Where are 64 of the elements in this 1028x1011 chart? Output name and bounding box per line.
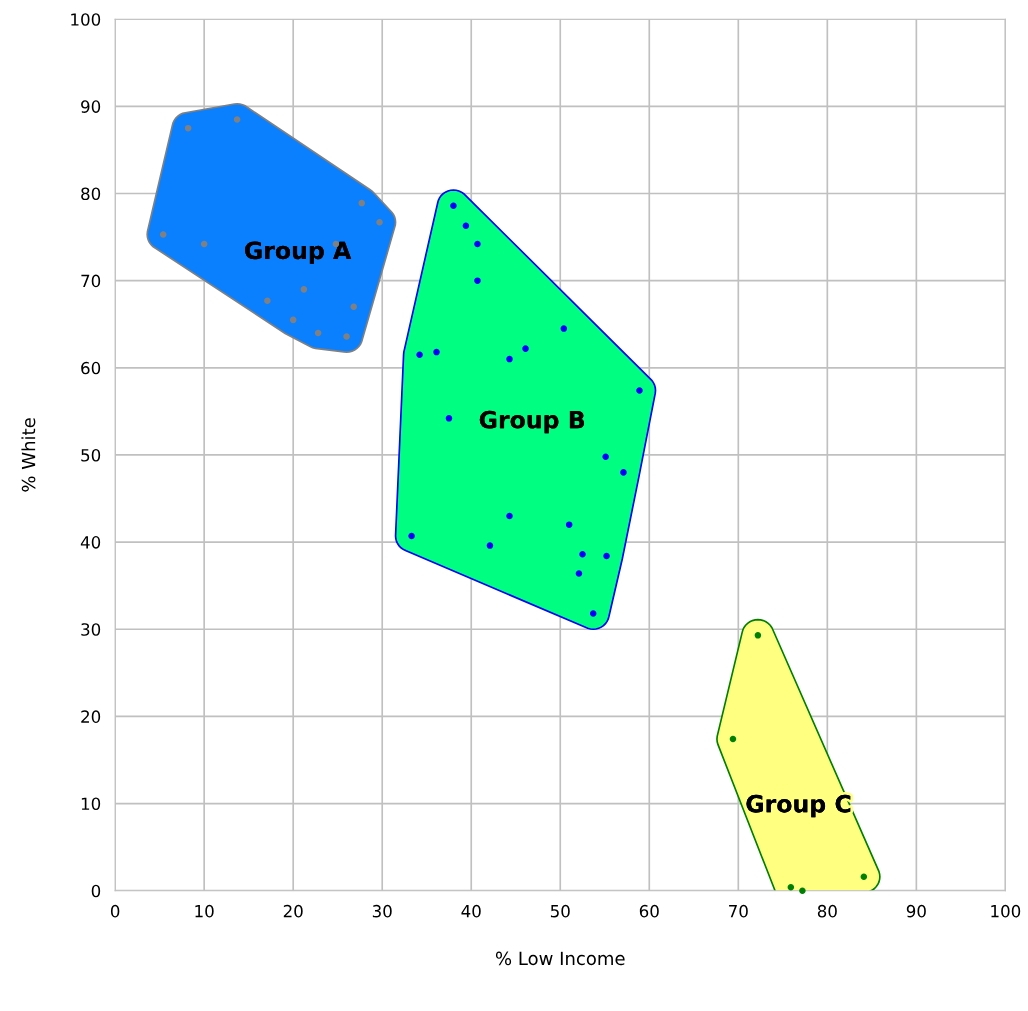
x-tick-label: 10 <box>195 904 214 918</box>
point <box>184 124 192 132</box>
y-tick-label: 20 <box>81 710 101 723</box>
y-tick-label: 10 <box>81 797 101 811</box>
x-tick-label: 50 <box>550 904 570 918</box>
y-tick-label: 60 <box>81 361 101 375</box>
x-tick-label: 40 <box>461 904 481 918</box>
y-tick-label: 100 <box>71 13 101 26</box>
x-tick-label: 0 <box>110 904 120 918</box>
y-tick-label: 30 <box>81 623 101 636</box>
point <box>787 883 795 891</box>
point <box>408 532 415 540</box>
point <box>575 570 583 577</box>
y-tick-label: 0 <box>91 884 101 898</box>
point <box>159 231 167 238</box>
x-tick-label: 20 <box>283 904 303 918</box>
series-label: Group A <box>245 241 352 264</box>
point <box>486 542 494 549</box>
point <box>450 202 457 209</box>
point <box>462 222 470 230</box>
point <box>565 521 573 528</box>
point <box>860 873 868 880</box>
point <box>314 329 322 337</box>
point <box>603 552 610 560</box>
point <box>264 297 271 304</box>
point <box>754 632 762 639</box>
y-tick-label: 70 <box>81 274 101 288</box>
point <box>289 316 297 324</box>
x-tick-label: 90 <box>906 904 926 918</box>
y-tick-label: 80 <box>81 187 101 201</box>
y-tick-label: 50 <box>81 448 101 462</box>
series-label: Group B <box>479 410 585 434</box>
point <box>343 333 350 340</box>
point <box>560 325 568 332</box>
point <box>589 610 597 617</box>
point <box>522 345 529 352</box>
point <box>416 351 423 358</box>
point <box>602 453 609 460</box>
point <box>376 219 383 226</box>
point <box>433 348 440 356</box>
point <box>729 735 737 743</box>
x-tick-label: 80 <box>817 904 837 918</box>
point <box>636 387 643 394</box>
y-tick-label: 90 <box>81 100 101 113</box>
point <box>233 116 241 123</box>
point <box>474 240 481 248</box>
point <box>300 286 308 293</box>
point <box>350 303 357 311</box>
point <box>620 469 627 476</box>
y-tick-label: 40 <box>80 536 101 549</box>
point <box>358 199 365 207</box>
point <box>506 512 513 520</box>
point <box>445 415 453 422</box>
point <box>506 355 513 363</box>
point <box>200 240 208 248</box>
x-tick-label: 30 <box>372 904 392 918</box>
x-tick-label: 60 <box>639 904 659 918</box>
point <box>474 277 481 284</box>
x-tick-label: 100 <box>991 904 1021 918</box>
x-axis-title: % Low Income <box>495 951 625 966</box>
point <box>579 551 586 558</box>
y-axis-title: % White <box>21 418 36 492</box>
point <box>799 887 806 894</box>
x-tick-label: 70 <box>729 904 748 918</box>
